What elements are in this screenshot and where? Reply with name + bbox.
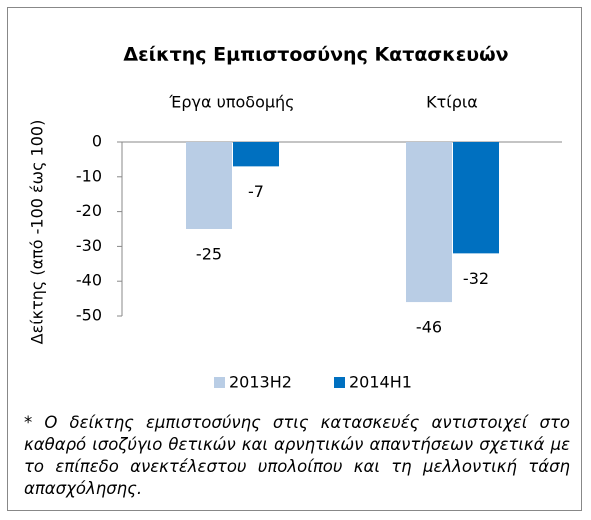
bar bbox=[406, 142, 452, 303]
legend-swatch bbox=[334, 377, 345, 388]
y-tick-label: -10 bbox=[76, 166, 102, 185]
chart-title: Δείκτης Εμπιστοσύνης Κατασκευών bbox=[123, 44, 508, 66]
y-tick-label: -50 bbox=[76, 306, 102, 325]
y-tick-label: -30 bbox=[76, 236, 102, 255]
data-label: -32 bbox=[463, 269, 489, 288]
legend-swatch bbox=[214, 377, 225, 388]
footnote: * Ο δείκτης εμπιστοσύνης στις κατασκευές… bbox=[24, 413, 570, 498]
y-tick-label: -20 bbox=[76, 201, 102, 220]
data-label: -46 bbox=[416, 318, 442, 337]
y-axis-label: Δείκτης (από -100 έως 100) bbox=[28, 120, 47, 345]
data-label: -7 bbox=[248, 182, 264, 201]
y-tick-label: 0 bbox=[92, 132, 102, 151]
bar bbox=[186, 142, 232, 229]
legend-label: 2013H2 bbox=[229, 373, 292, 392]
category-label: Κτίρια bbox=[426, 93, 478, 112]
chart-frame bbox=[7, 7, 582, 511]
y-tick-label: -40 bbox=[76, 271, 102, 290]
legend-label: 2014H1 bbox=[349, 373, 412, 392]
category-label: Έργα υποδομής bbox=[168, 93, 294, 112]
bar bbox=[233, 142, 279, 167]
data-label: -25 bbox=[196, 245, 222, 264]
bar bbox=[453, 142, 499, 254]
